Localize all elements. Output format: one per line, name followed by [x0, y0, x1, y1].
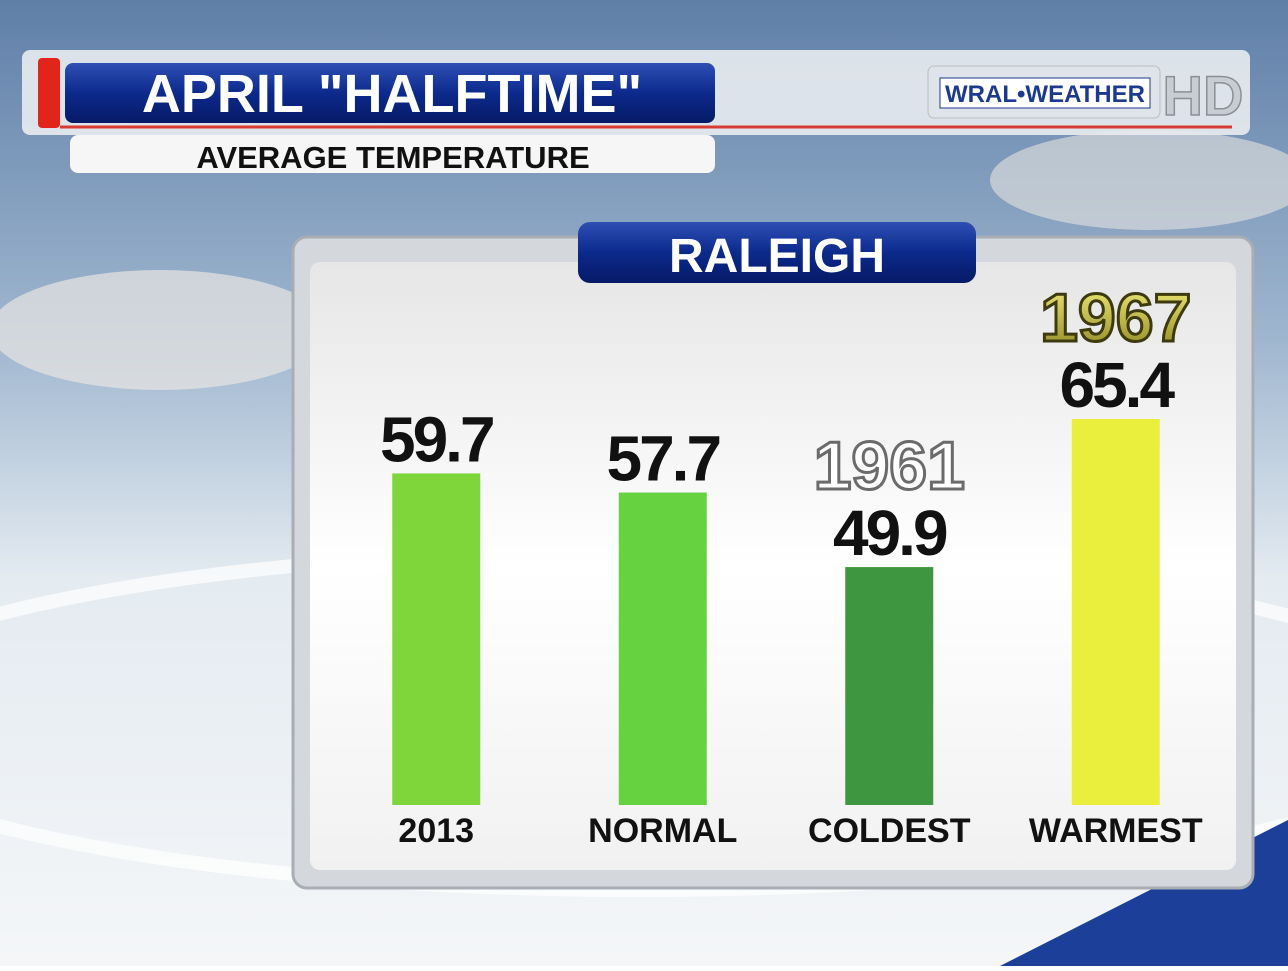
value-label: 49.9 [833, 497, 947, 569]
header-accent [38, 58, 60, 128]
bar [845, 567, 934, 805]
x-tick-label: WARMEST [1029, 812, 1203, 850]
subtitle-tab [70, 135, 715, 173]
subtitle: AVERAGE TEMPERATURE [196, 140, 589, 175]
title-bar [65, 63, 715, 123]
bar [1071, 418, 1160, 805]
panel [310, 262, 1236, 870]
value-label: 65.4 [1059, 349, 1175, 421]
x-tick-label: 2013 [398, 812, 474, 850]
panel-title-bar [578, 222, 976, 283]
x-tick-label: COLDEST [808, 812, 971, 850]
year-label: 1967 [1040, 280, 1191, 356]
bar [618, 492, 707, 805]
panel-title: RALEIGH [669, 230, 885, 283]
bar [392, 473, 481, 805]
title: APRIL "HALFTIME" [142, 64, 642, 124]
value-label: 59.7 [380, 403, 493, 475]
year-label: 1961 [814, 428, 965, 504]
value-label: 57.7 [606, 423, 719, 495]
logo-plate [939, 77, 1151, 109]
x-tick-label: NORMAL [588, 812, 737, 850]
cloud [990, 130, 1288, 230]
logo-badge: HD [1163, 64, 1244, 127]
logo-text: WRAL•WEATHER [945, 81, 1145, 108]
cloud [0, 270, 330, 390]
